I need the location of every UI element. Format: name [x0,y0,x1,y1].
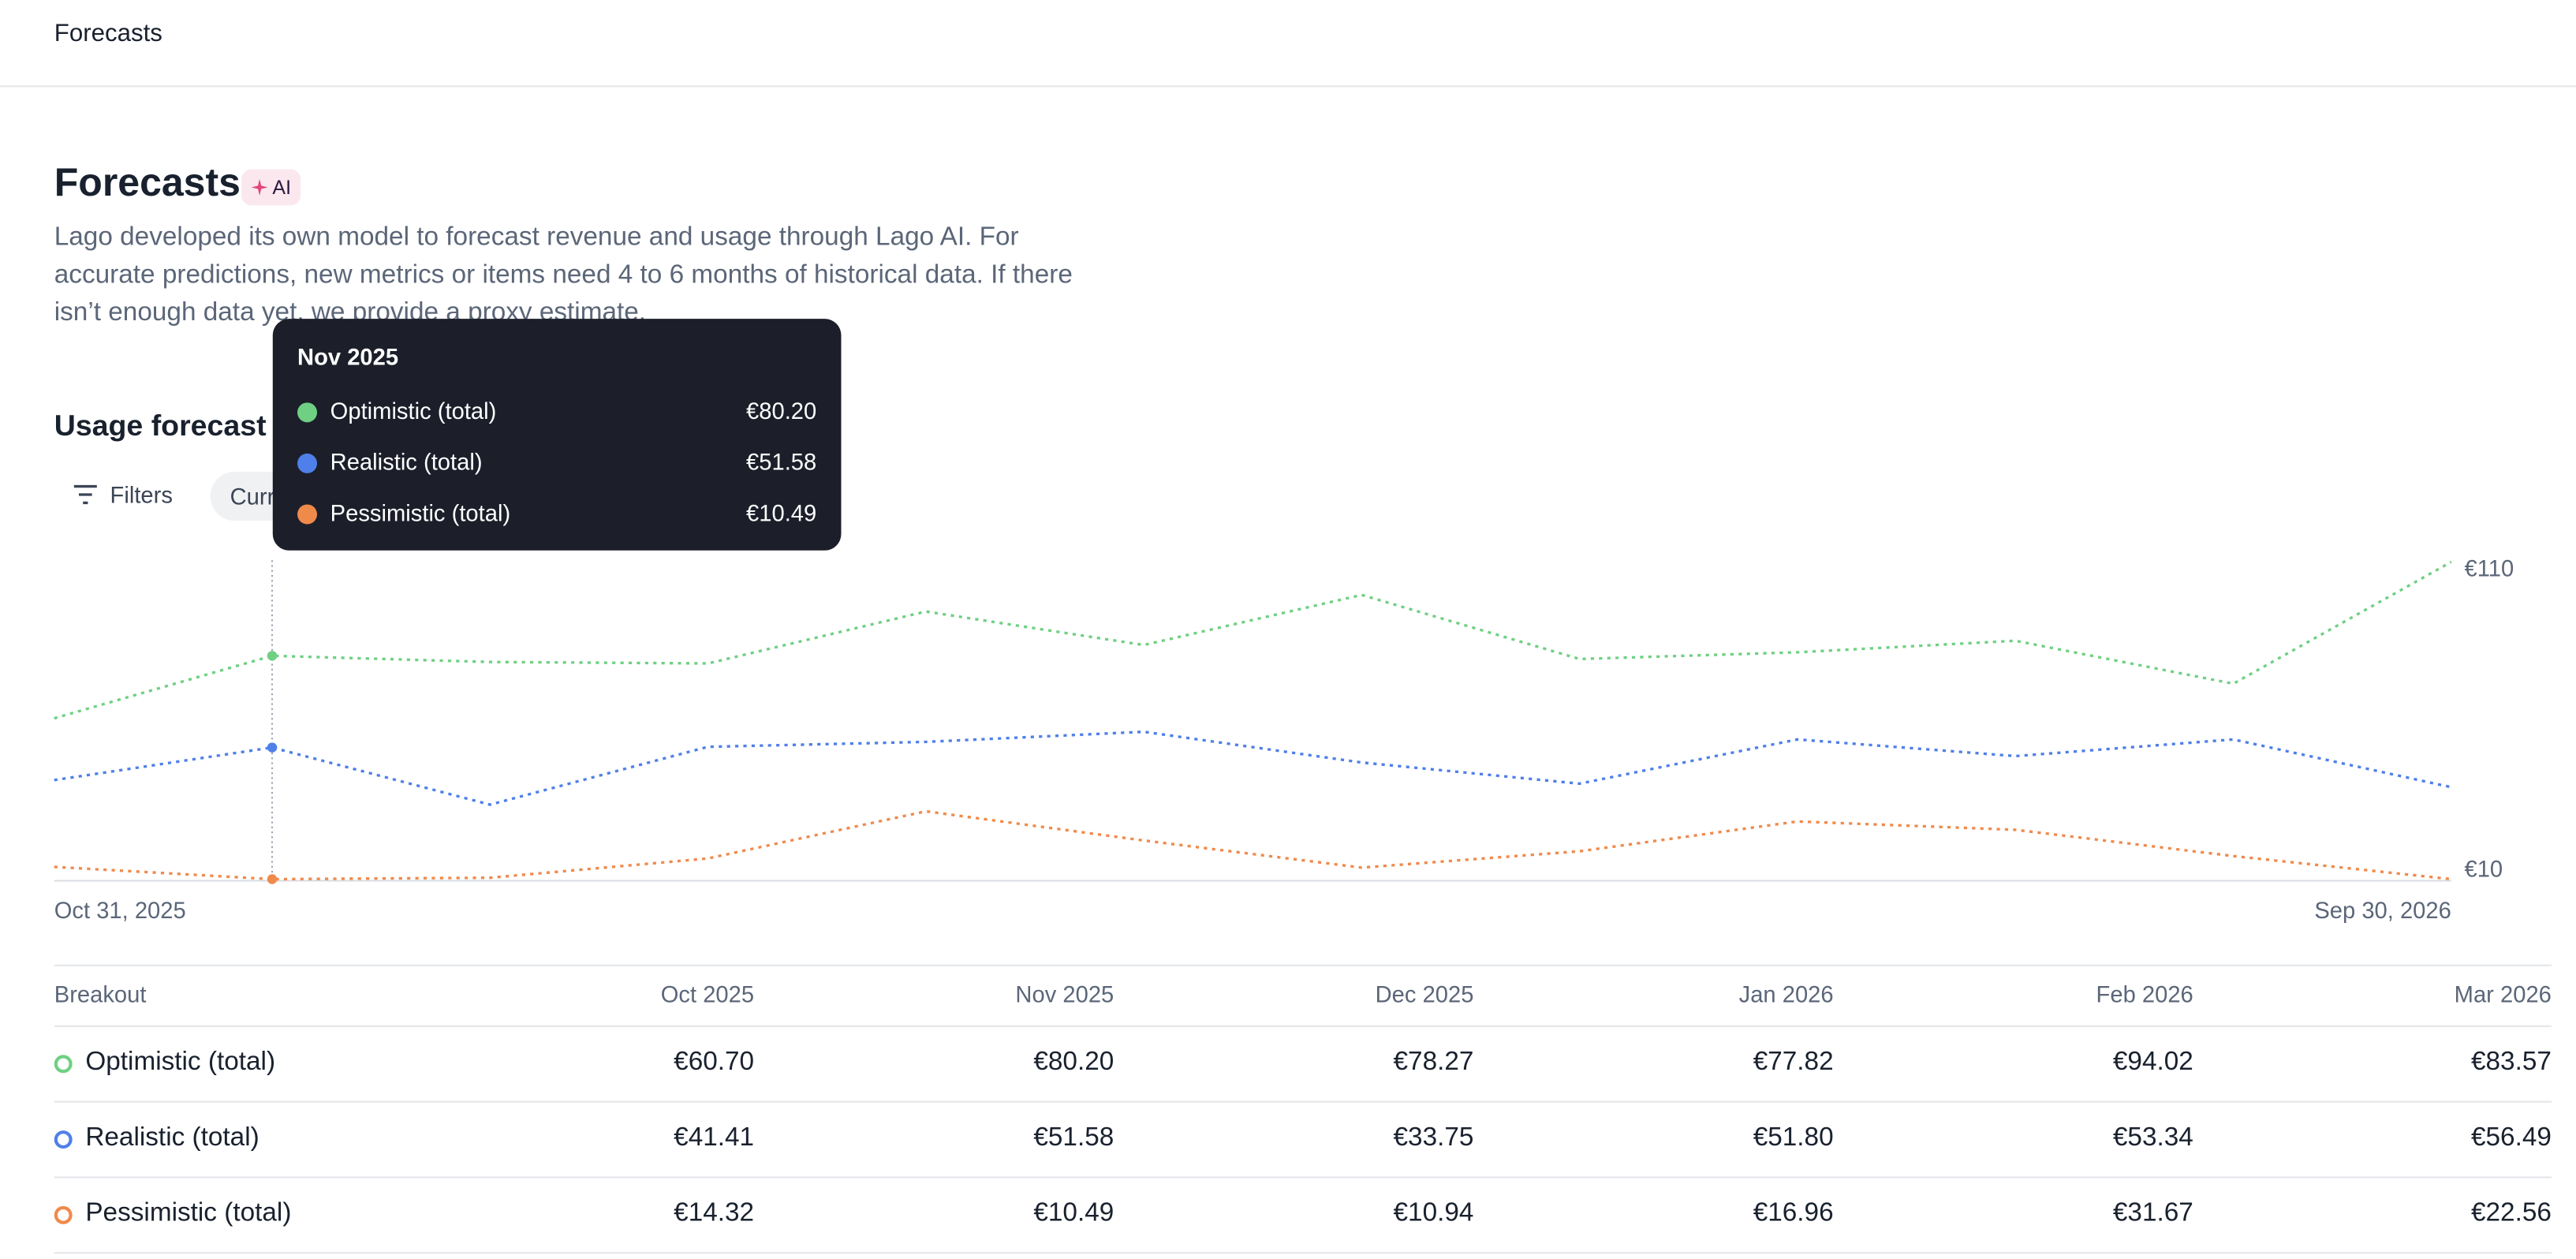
table-cell: €33.75 [1393,1123,1474,1153]
table-cell: €77.82 [1753,1048,1834,1077]
y-tick-label: €10 [2465,857,2503,883]
table-cell: €10.94 [1393,1199,1474,1228]
tooltip-dot [297,402,318,423]
series-line [54,560,2452,720]
top-bar-title: Forecasts [54,19,162,48]
tooltip-value: €10.49 [746,499,817,526]
row-marker [54,1130,73,1149]
section-title: Usage forecast [54,409,267,443]
x-tick-label: Sep 30, 2026 [2314,898,2451,924]
tooltip-series-name: Realistic (total) [330,448,483,475]
row-label: Pessimistic (total) [85,1199,292,1228]
table-cell: €56.49 [2470,1123,2552,1153]
table-rule [54,1100,2552,1103]
table-cell: €51.80 [1753,1123,1834,1153]
column-header: Mar 2026 [2454,981,2552,1007]
x-tick-label: Oct 31, 2025 [54,898,186,924]
table-rule [54,1176,2552,1179]
hover-point [267,874,278,884]
y-tick-label: €110 [2465,557,2514,582]
sparkle-icon [251,179,268,196]
table-rule [54,964,2552,966]
row-label: Optimistic (total) [85,1048,276,1077]
table-cell: €31.67 [2112,1199,2193,1228]
tooltip-dot [297,504,318,525]
column-header: Nov 2025 [1015,981,1114,1007]
hover-point [267,651,278,661]
filters-label: Filters [110,481,173,508]
filter-icon [73,484,97,505]
column-header: Dec 2025 [1375,981,1474,1007]
table-cell: €16.96 [1753,1199,1834,1228]
column-header: Jan 2026 [1738,981,1834,1007]
table-cell: €78.27 [1393,1048,1474,1077]
table-cell: €51.58 [1033,1123,1114,1153]
column-header: Oct 2025 [660,981,755,1007]
table-cell: €14.32 [674,1199,755,1228]
tooltip-value: €80.20 [746,398,817,424]
table-cell: €10.49 [1033,1199,1114,1228]
table-cell: €80.20 [1033,1048,1114,1077]
table-cell: €41.41 [674,1123,755,1153]
ai-badge: AI [241,169,301,206]
table-cell: €60.70 [674,1048,755,1077]
top-bar: Forecasts [0,0,2576,88]
series-line [54,809,2452,881]
row-label: Realistic (total) [85,1123,259,1153]
tooltip-title: Nov 2025 [297,343,399,370]
badge-text: AI [272,175,292,200]
row-marker [54,1055,73,1074]
tooltip-dot [297,453,318,473]
hover-point [267,742,278,753]
row-marker [54,1205,73,1224]
column-header: Feb 2026 [2096,981,2193,1007]
column-header: Breakout [54,981,147,1007]
filters-button[interactable]: Filters [73,481,173,508]
tooltip-value: €51.58 [746,448,817,475]
table-cell: €83.57 [2470,1048,2552,1077]
table-cell: €94.02 [2112,1048,2193,1077]
table-cell: €53.34 [2112,1123,2193,1153]
table-rule [54,1025,2552,1027]
table-cell: €22.56 [2470,1199,2552,1228]
tooltip-series-name: Pessimistic (total) [330,499,511,526]
table-rule [54,1252,2552,1254]
series-line [54,730,2452,806]
tooltip: Nov 2025 Optimistic (total) €80.20 Realist… [272,319,842,551]
page-title: Forecasts [54,161,241,206]
tooltip-series-name: Optimistic (total) [330,398,497,424]
